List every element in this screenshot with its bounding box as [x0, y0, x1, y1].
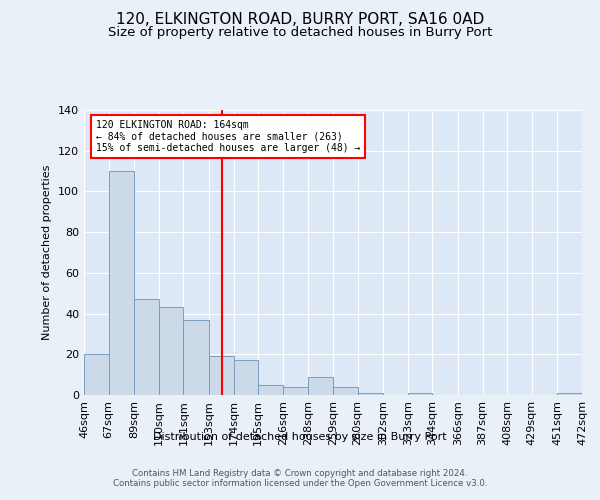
Bar	[84, 354, 109, 395]
Bar	[209, 356, 233, 395]
Bar	[283, 387, 308, 395]
Bar	[408, 393, 433, 395]
Text: Distribution of detached houses by size in Burry Port: Distribution of detached houses by size …	[153, 432, 447, 442]
Bar	[159, 308, 184, 395]
Y-axis label: Number of detached properties: Number of detached properties	[43, 165, 52, 340]
Bar	[233, 360, 258, 395]
Bar	[109, 171, 134, 395]
Text: 120, ELKINGTON ROAD, BURRY PORT, SA16 0AD: 120, ELKINGTON ROAD, BURRY PORT, SA16 0A…	[116, 12, 484, 28]
Bar	[333, 387, 358, 395]
Bar	[358, 393, 383, 395]
Text: 120 ELKINGTON ROAD: 164sqm
← 84% of detached houses are smaller (263)
15% of sem: 120 ELKINGTON ROAD: 164sqm ← 84% of deta…	[95, 120, 360, 154]
Bar	[184, 320, 209, 395]
Text: Contains HM Land Registry data © Crown copyright and database right 2024.
Contai: Contains HM Land Registry data © Crown c…	[113, 469, 487, 488]
Bar	[258, 385, 283, 395]
Bar	[557, 393, 582, 395]
Bar	[308, 376, 333, 395]
Bar	[134, 300, 159, 395]
Text: Size of property relative to detached houses in Burry Port: Size of property relative to detached ho…	[108, 26, 492, 39]
